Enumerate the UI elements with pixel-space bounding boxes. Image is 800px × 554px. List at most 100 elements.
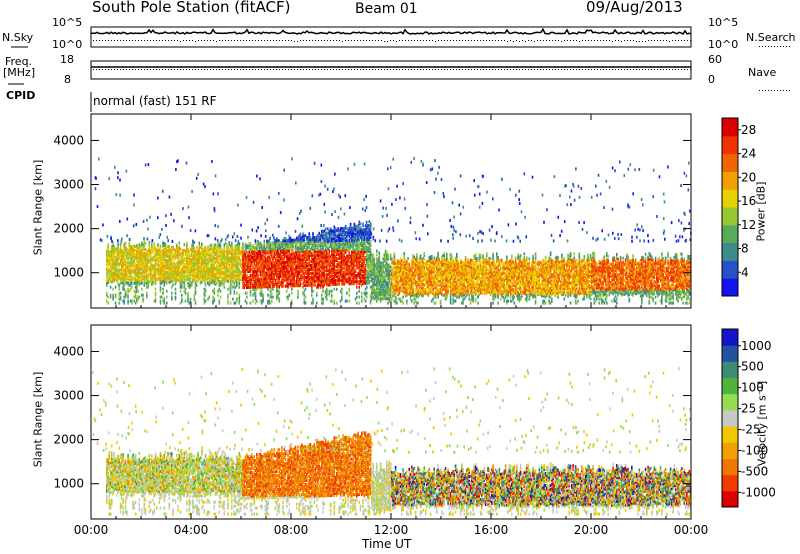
echo-cell [298, 262, 301, 266]
echo-cell [162, 269, 164, 273]
echo-cell [203, 301, 206, 305]
nsearch-dot [174, 40, 175, 41]
echo-cell [382, 257, 384, 261]
echo-cell [286, 272, 288, 276]
echo-cell [193, 295, 196, 299]
echo-cell [188, 274, 191, 278]
echo-cell [286, 254, 288, 258]
echo-cell [229, 275, 232, 279]
echo-cell [119, 260, 122, 264]
echo-cell [181, 293, 183, 297]
echo-cell [358, 258, 361, 262]
echo-cell [294, 280, 297, 284]
echo-cell [107, 261, 109, 265]
echo-cell [146, 263, 148, 267]
echo-cell [238, 252, 241, 256]
nsearch-dot [474, 40, 475, 41]
echo-cell [192, 275, 194, 279]
echo-cell [219, 251, 222, 255]
echo-cell [246, 264, 248, 268]
echo-cell [324, 291, 327, 295]
echo-cell [253, 271, 256, 275]
echo-cell [213, 264, 216, 267]
echo-cell [363, 262, 366, 265]
echo-cell [308, 234, 311, 238]
echo-cell [139, 248, 142, 252]
echo-cell [374, 277, 377, 281]
echo-cell [118, 276, 121, 280]
echo-cell [291, 262, 293, 266]
echo-cell [302, 276, 304, 280]
echo-cell [363, 238, 366, 242]
echo-cell [273, 277, 276, 281]
echo-cell [202, 256, 204, 260]
echo-cell [327, 247, 329, 251]
echo-cell [377, 271, 379, 275]
echo-cell [132, 262, 134, 266]
echo-cell [269, 289, 272, 293]
echo-cell [194, 299, 197, 303]
echo-cell [307, 273, 309, 277]
echo-cell [146, 275, 148, 279]
echo-cell [266, 249, 268, 253]
echo-cell [193, 297, 196, 301]
echo-cell [188, 272, 191, 276]
echo-cell [241, 260, 243, 264]
echo-cell [257, 240, 259, 243]
echo-cell [269, 281, 272, 285]
echo-cell [326, 257, 328, 261]
echo-cell [352, 262, 354, 266]
echo-cell [159, 289, 162, 293]
echo-cell [319, 263, 322, 267]
echo-cell [354, 268, 357, 272]
echo-cell [143, 283, 146, 287]
echo-cell [351, 274, 353, 278]
echo-cell [209, 253, 212, 257]
nsearch-dot [261, 40, 262, 41]
echo-cell [216, 272, 218, 275]
echo-cell [116, 277, 118, 280]
echo-cell [226, 275, 228, 279]
echo-cell [264, 263, 267, 267]
echo-cell [237, 268, 239, 271]
echo-cell [322, 247, 324, 251]
echo-cell [242, 280, 244, 284]
echo-cell [329, 269, 332, 273]
nave-dot [357, 69, 358, 70]
echo-cell [163, 244, 166, 247]
echo-cell [356, 295, 358, 299]
echo-cell [192, 263, 194, 267]
echo-cell [242, 270, 244, 274]
echo-cell [178, 269, 181, 273]
echo-cell [154, 271, 157, 275]
nsearch-dot [123, 40, 124, 41]
nsearch-dot [297, 41, 298, 42]
echo-cell [298, 234, 301, 238]
nave-dot [621, 69, 622, 70]
echo-cell [266, 239, 268, 243]
echo-cell [243, 270, 246, 274]
echo-cell [247, 268, 249, 272]
echo-cell [271, 295, 273, 299]
echo-cell [148, 252, 151, 256]
echo-cell [328, 289, 331, 293]
echo-cell [378, 267, 381, 271]
echo-cell [236, 260, 238, 263]
echo-cell [122, 251, 124, 255]
echo-cell [119, 250, 122, 254]
echo-cell [371, 271, 373, 275]
echo-cell [278, 285, 281, 289]
echo-cell [368, 220, 371, 224]
echo-cell [199, 255, 202, 259]
echo-cell [137, 276, 139, 280]
echo-cell [254, 291, 257, 295]
echo-cell [212, 268, 214, 272]
echo-cell [159, 301, 162, 305]
echo-cell [348, 232, 351, 236]
echo-cell [373, 289, 376, 293]
echo-cell [371, 255, 373, 259]
echo-cell [307, 266, 309, 269]
echo-cell [192, 267, 194, 271]
echo-cell [127, 259, 129, 263]
echo-cell [147, 253, 149, 257]
